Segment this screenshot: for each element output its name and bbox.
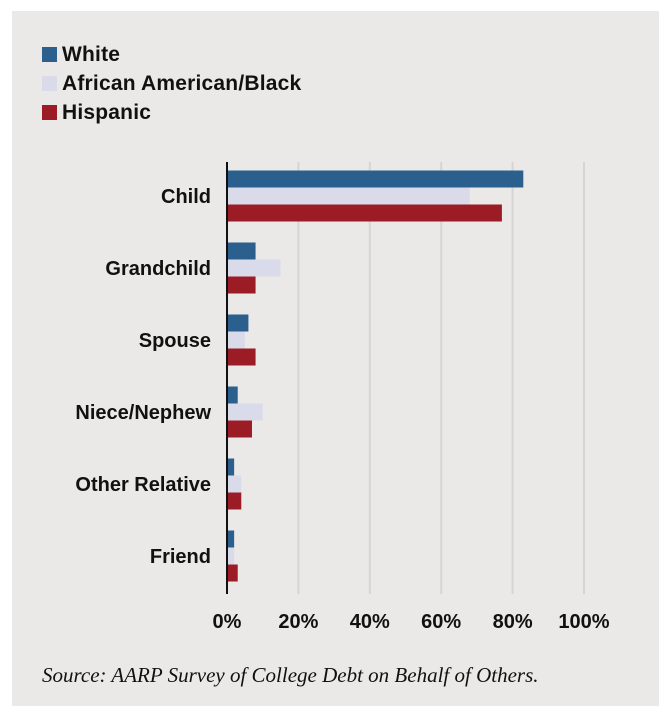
x-tick-label: 60% bbox=[421, 611, 461, 633]
bar-child-african-american-black bbox=[227, 187, 470, 205]
bar-spouse-hispanic bbox=[227, 348, 256, 366]
legend-item-hispanic: Hispanic bbox=[42, 98, 301, 127]
bar-other-relative-hispanic bbox=[227, 492, 242, 510]
bar-spouse-white bbox=[227, 314, 249, 332]
legend-label-african-american-black: African American/Black bbox=[62, 71, 302, 95]
bar-child-white bbox=[227, 170, 524, 188]
x-tick-label: 80% bbox=[493, 611, 533, 633]
bar-friend-african-american-black bbox=[227, 547, 235, 565]
x-tick-label: 0% bbox=[213, 611, 242, 633]
category-label-child: Child bbox=[161, 186, 211, 208]
legend-label-hispanic: Hispanic bbox=[62, 100, 152, 124]
category-label-friend: Friend bbox=[150, 546, 211, 568]
category-label-spouse: Spouse bbox=[139, 330, 211, 352]
bar-grandchild-white bbox=[227, 242, 256, 260]
category-label-niece-nephew: Niece/Nephew bbox=[75, 402, 211, 424]
chart-panel bbox=[12, 11, 659, 706]
x-tick-label: 20% bbox=[278, 611, 318, 633]
category-label-other-relative: Other Relative bbox=[75, 474, 211, 496]
bar-niece-nephew-african-american-black bbox=[227, 403, 263, 421]
bar-other-relative-white bbox=[227, 458, 235, 476]
bar-niece-nephew-hispanic bbox=[227, 420, 252, 438]
category-label-grandchild: Grandchild bbox=[105, 258, 211, 280]
bar-grandchild-african-american-black bbox=[227, 259, 281, 277]
bar-friend-white bbox=[227, 530, 235, 548]
bar-child-hispanic bbox=[227, 204, 502, 222]
bar-grandchild-hispanic bbox=[227, 276, 256, 294]
legend-label-white: White bbox=[62, 42, 121, 66]
legend-swatch-white bbox=[42, 47, 57, 62]
legend: White African American/Black Hispanic bbox=[42, 40, 301, 127]
legend-item-white: White bbox=[42, 40, 301, 69]
legend-swatch-hispanic bbox=[42, 105, 57, 120]
source-note: Source: AARP Survey of College Debt on B… bbox=[42, 663, 539, 687]
x-tick-label: 40% bbox=[350, 611, 390, 633]
bar-friend-hispanic bbox=[227, 564, 238, 582]
bar-spouse-african-american-black bbox=[227, 331, 245, 349]
bar-other-relative-african-american-black bbox=[227, 475, 242, 493]
bar-niece-nephew-white bbox=[227, 386, 238, 404]
legend-item-african-american-black: African American/Black bbox=[42, 69, 301, 98]
legend-swatch-african-american-black bbox=[42, 76, 57, 91]
x-tick-label: 100% bbox=[558, 611, 609, 633]
